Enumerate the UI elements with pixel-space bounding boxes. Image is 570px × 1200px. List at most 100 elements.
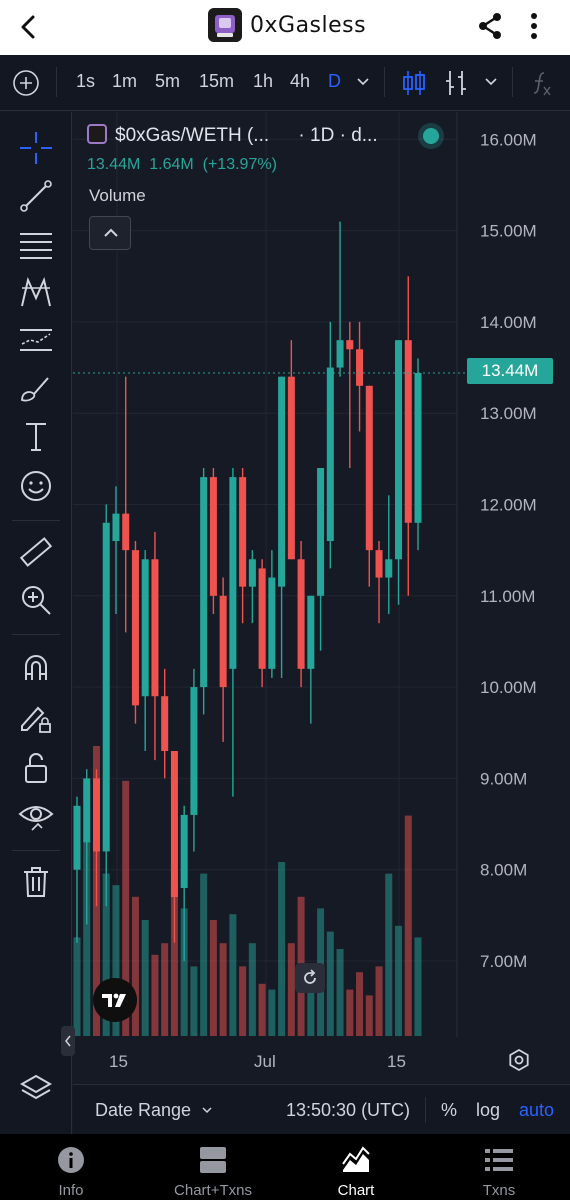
magnet-icon[interactable] [18, 650, 54, 686]
utc-time[interactable]: 13:50:30 (UTC) [286, 1100, 411, 1120]
interval-d[interactable]: D [328, 71, 341, 91]
price-tick-label: 12.00M [480, 496, 537, 515]
nav-label: Txns [482, 1182, 516, 1199]
interval-1h[interactable]: 1h [253, 71, 274, 91]
candle-body [278, 376, 286, 587]
app-logo [208, 8, 242, 42]
ruler-icon[interactable] [18, 534, 54, 570]
chart-settings-icon[interactable] [507, 1048, 531, 1072]
interval-5m[interactable]: 5m [155, 71, 181, 91]
volume-bar [356, 972, 364, 1036]
date-range-button[interactable]: Date Range [95, 1100, 192, 1120]
candle-body [356, 349, 364, 386]
emoji-icon[interactable] [18, 468, 54, 504]
current-price-label: 13.44M [467, 358, 553, 384]
volume-bar [404, 815, 412, 1036]
candles-chart-type-icon[interactable] [402, 69, 426, 97]
more-vertical-icon[interactable] [524, 10, 544, 42]
change-abs: 1.64M [149, 156, 194, 173]
share-icon[interactable] [474, 10, 506, 42]
toolbar-divider [384, 67, 385, 97]
tradingview-logo[interactable] [93, 978, 137, 1022]
text-icon[interactable] [18, 418, 54, 454]
volume-bar [229, 914, 237, 1036]
chevron-down-icon[interactable] [201, 1106, 213, 1115]
nav-chart[interactable]: Chart [285, 1134, 427, 1200]
price-tick-label: 15.00M [480, 222, 537, 241]
volume-bar [239, 966, 247, 1036]
trend-line-icon[interactable] [18, 178, 54, 214]
time-label: 15 [387, 1052, 406, 1071]
nav-chart-txns[interactable]: Chart+Txns [142, 1134, 284, 1200]
trash-icon[interactable] [18, 864, 54, 900]
nav-label: Chart+Txns [174, 1182, 252, 1199]
collapse-legend-button[interactable] [89, 216, 131, 250]
collapse-toolbar-button[interactable] [61, 1026, 75, 1056]
candle-body [170, 751, 178, 898]
price-tick-label: 9.00M [480, 769, 527, 788]
rotate-icon [304, 969, 316, 984]
nav-txns[interactable]: Txns [428, 1134, 570, 1200]
volume-bar [73, 937, 81, 1036]
candle-body [258, 568, 266, 669]
candle-body [141, 559, 149, 697]
volume-bar [190, 966, 198, 1036]
pattern-icon[interactable] [18, 274, 54, 310]
unlock-icon[interactable] [18, 750, 54, 786]
candle-body [92, 778, 100, 852]
nav-label: Chart [337, 1182, 375, 1199]
function-icon[interactable] [530, 69, 554, 97]
legend-values: 13.44M 1.64M (+13.97%) [87, 156, 277, 174]
volume-bar [141, 920, 149, 1036]
volume-indicator-label[interactable]: Volume [89, 186, 146, 205]
nav-info[interactable]: Info [0, 1134, 142, 1200]
candle-body [375, 550, 383, 578]
volume-bar [219, 943, 227, 1036]
time-label: Jul [254, 1052, 276, 1071]
toolbar-divider [12, 634, 60, 635]
price-tick-label: 7.00M [480, 952, 527, 971]
legend-symbol[interactable]: $0xGas/WETH (... · 1D · d... [87, 124, 447, 147]
volume-bar [248, 943, 256, 1036]
zoom-in-icon[interactable] [18, 582, 54, 618]
eye-icon[interactable] [18, 798, 54, 834]
chart-area[interactable]: 16.00M 15.00M 14.00M 13.00M 12.00M 11.00M 10.0… [61, 112, 570, 1084]
log-toggle[interactable]: log [476, 1100, 501, 1120]
app-header: 0xGasless [0, 0, 570, 55]
bottom-navigation: Info Chart+Txns Chart Txns [0, 1134, 570, 1200]
candle-body [151, 559, 159, 697]
volume-bar [414, 937, 422, 1036]
volume-bar [112, 885, 120, 1036]
candlestick-chart[interactable]: 16.00M 15.00M 14.00M 13.00M 12.00M 11.00M 10.0… [73, 112, 570, 1084]
brush-icon[interactable] [18, 370, 54, 406]
chevron-down-icon[interactable] [484, 77, 498, 87]
crosshair-icon[interactable] [18, 130, 54, 166]
volume-bar [180, 908, 188, 1036]
volume-bar [307, 972, 315, 1036]
interval-1s[interactable]: 1s [76, 71, 96, 91]
interval-1m[interactable]: 1m [112, 71, 138, 91]
prediction-icon[interactable] [18, 322, 54, 358]
indicators-icon[interactable] [444, 69, 468, 97]
volume-bar [151, 954, 159, 1036]
candle-body [209, 477, 217, 596]
auto-scale-toggle[interactable]: auto [519, 1100, 555, 1120]
chevron-down-icon[interactable] [356, 77, 370, 87]
interval-15m[interactable]: 15m [199, 71, 235, 91]
percent-toggle[interactable]: % [441, 1100, 458, 1120]
reset-chart-button[interactable] [295, 963, 325, 993]
nav-label: Info [58, 1182, 84, 1199]
token-icon [87, 124, 107, 144]
volume-bar [131, 896, 139, 1036]
back-arrow-icon[interactable] [14, 12, 44, 42]
volume-bar [200, 873, 208, 1036]
layers-icon[interactable] [18, 1070, 54, 1106]
fib-lines-icon[interactable] [18, 226, 54, 262]
volume-bar [365, 995, 373, 1036]
price-tick-label: 10.00M [480, 678, 537, 697]
lock-drawing-icon[interactable] [18, 700, 54, 736]
add-symbol-icon[interactable] [12, 69, 40, 97]
volume-bar [287, 943, 295, 1036]
candle-body [414, 373, 422, 523]
interval-4h[interactable]: 4h [290, 71, 311, 91]
